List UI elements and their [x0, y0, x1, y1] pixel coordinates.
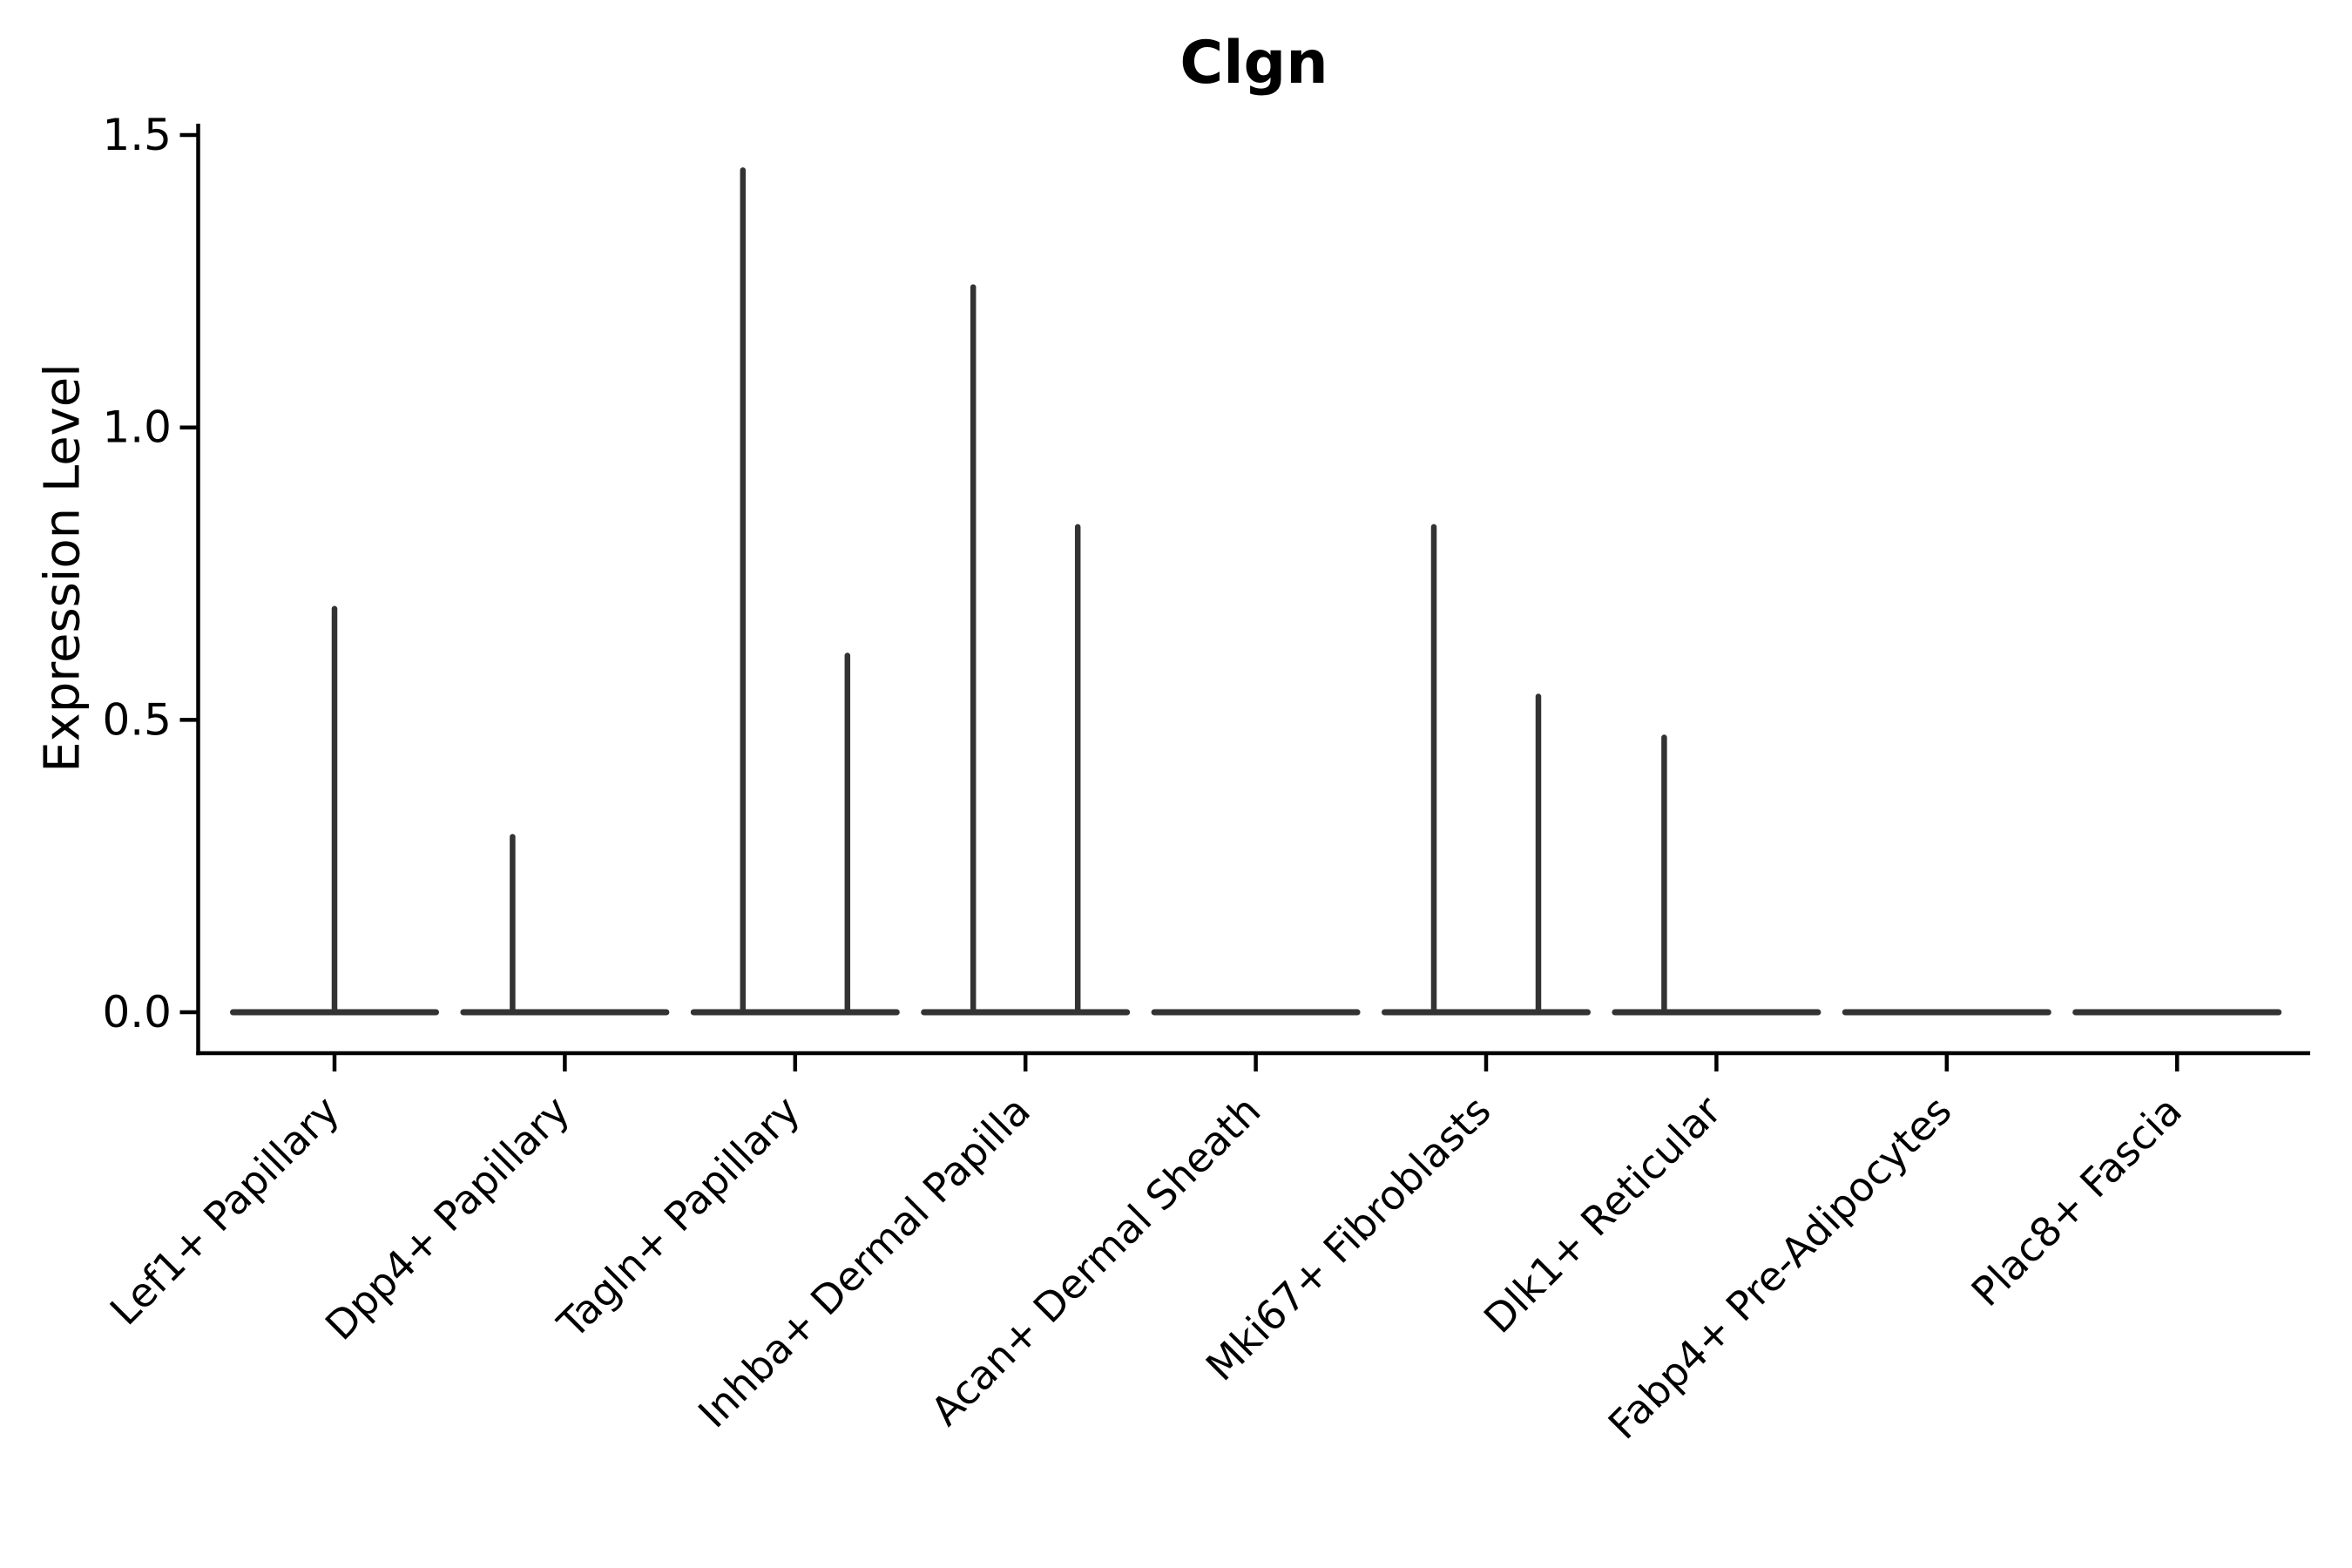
violin-body — [230, 1009, 439, 1016]
x-tick-label: Dpp4+ Papillary — [316, 1087, 578, 1349]
violin-body — [460, 1009, 670, 1016]
x-tick-label: Tagln+ Papillary — [548, 1087, 809, 1348]
x-tick-label: Lef1+ Papillary — [101, 1087, 348, 1335]
y-tick-label: 1.5 — [102, 110, 172, 160]
violin-body — [2072, 1009, 2282, 1016]
violin-body — [1151, 1009, 1361, 1016]
x-tick-label: Dlk1+ Reticular — [1475, 1087, 1730, 1342]
x-tick-label: Plac8+ Fascia — [1963, 1087, 2191, 1315]
violin-body — [1842, 1009, 2051, 1016]
violin-body — [921, 1009, 1131, 1016]
violin-body — [1382, 1009, 1591, 1016]
y-tick-label: 0.5 — [102, 694, 172, 745]
violin-body — [1612, 1009, 1821, 1016]
y-tick-label: 1.0 — [102, 402, 172, 453]
chart-title: Clgn — [1179, 29, 1328, 98]
y-tick-label: 0.0 — [102, 987, 172, 1037]
violin-body — [690, 1009, 900, 1016]
